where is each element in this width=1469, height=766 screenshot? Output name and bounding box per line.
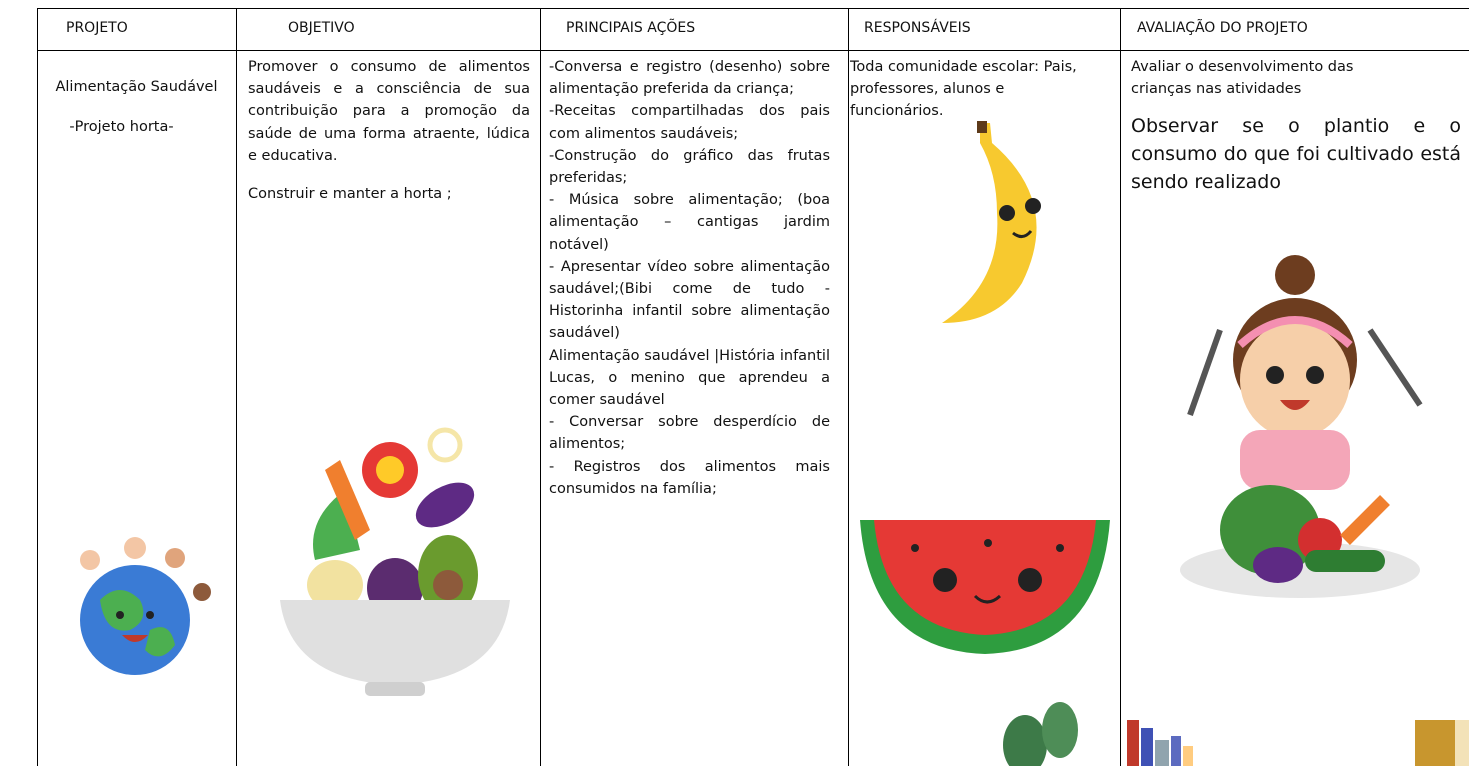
- action-item: -Receitas compartilhadas dos pais com al…: [549, 103, 830, 142]
- action-item: - Conversar sobre desperdício de aliment…: [549, 414, 830, 453]
- rule: [37, 50, 1469, 51]
- action-item: - Música sobre alimentação; (boa aliment…: [549, 192, 830, 253]
- rule: [540, 8, 541, 766]
- responsible-cell: Toda comunidade escolar: Pais, professor…: [850, 56, 1090, 123]
- project-title: Alimentação Saudável: [55, 79, 218, 95]
- watermelon-illustration: [860, 520, 1110, 654]
- action-item: -Construção do gráfico das frutas prefer…: [549, 147, 830, 187]
- project-cell: Alimentação Saudável -Projeto horta-: [37, 76, 236, 138]
- header: PRINCIPAIS AÇÕES: [566, 20, 696, 36]
- project-subtitle: -Projeto horta-: [69, 119, 174, 136]
- header: AVALIAÇÃO DO PROJETO: [1137, 20, 1308, 36]
- actions-cell: -Conversa e registro (desenho) sobre ali…: [549, 56, 830, 500]
- rule: [236, 8, 237, 766]
- globe-illustration: [80, 537, 211, 675]
- evaluation-cell: Avaliar o desenvolvimento das crianças n…: [1131, 56, 1461, 196]
- action-item: -Conversa e registro (desenho) sobre ali…: [549, 59, 830, 98]
- salad-bowl-illustration: [280, 427, 510, 696]
- action-item: - Apresentar vídeo sobre alimentação sau…: [549, 258, 830, 342]
- action-item: Alimentação saudável |História infantil …: [549, 347, 830, 409]
- evaluation-text: Avaliar o desenvolvimento das crianças n…: [1131, 59, 1354, 98]
- decor-illustration: [1003, 702, 1469, 766]
- objective-cell: Promover o consumo de alimentos saudávei…: [248, 56, 530, 205]
- action-item: - Registros dos alimentos mais consumido…: [549, 458, 830, 497]
- table-grid: [37, 8, 1469, 766]
- girl-illustration: [1180, 255, 1423, 598]
- evaluation-text: Observar se o plantio e o consumo do que…: [1131, 115, 1461, 194]
- rule: [1120, 8, 1121, 766]
- rule: [37, 8, 38, 766]
- header: RESPONSÁVEIS: [864, 20, 971, 36]
- rule: [848, 8, 849, 766]
- responsible-text: Toda comunidade escolar: Pais, professor…: [850, 59, 1077, 120]
- banana-illustration: [942, 121, 1041, 323]
- objective-text: Promover o consumo de alimentos saudávei…: [248, 59, 530, 164]
- header: PROJETO: [66, 20, 128, 36]
- header: OBJETIVO: [288, 20, 355, 36]
- rule: [37, 8, 1469, 9]
- objective-text: Construir e manter a horta ;: [248, 186, 452, 203]
